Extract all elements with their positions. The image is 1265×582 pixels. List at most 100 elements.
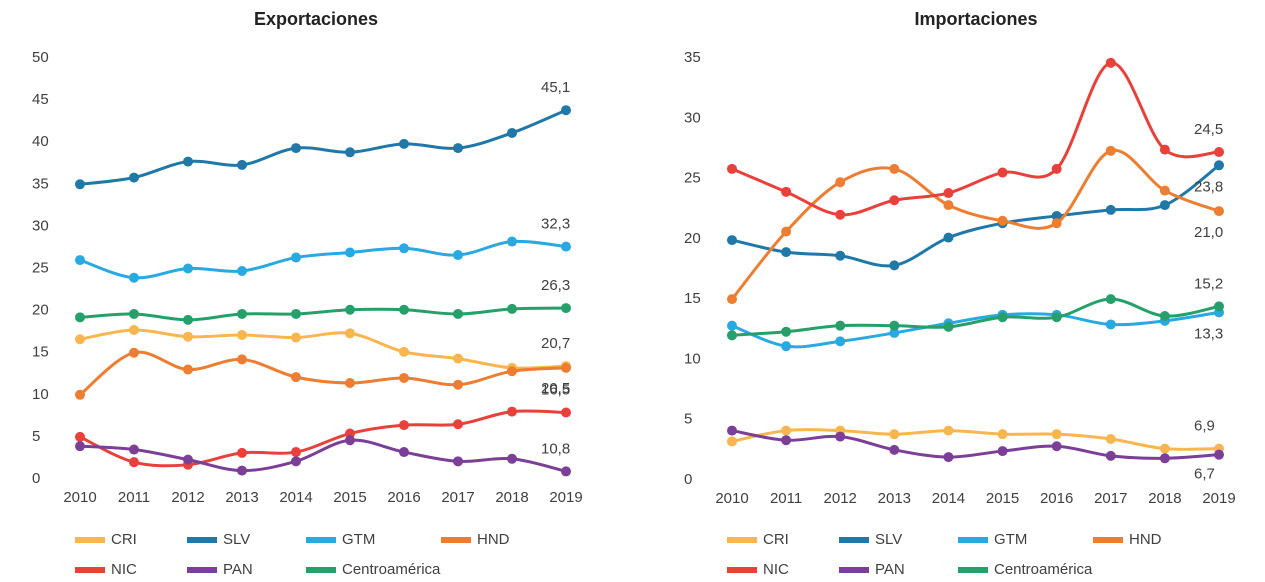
y-tick-label: 10 — [32, 386, 49, 403]
point — [561, 105, 571, 116]
point — [399, 304, 409, 315]
series-line — [731, 310, 1220, 349]
y-tick-label: 50 — [32, 49, 49, 66]
point — [75, 441, 85, 452]
legend-label: CRI — [763, 531, 789, 548]
point — [75, 312, 85, 323]
point — [345, 147, 355, 158]
point — [345, 435, 355, 446]
y-tick-label: 5 — [32, 428, 40, 445]
point — [129, 457, 139, 468]
point — [291, 447, 301, 458]
y-tick-label: 15 — [32, 344, 49, 361]
point — [237, 354, 247, 365]
legend-swatch — [958, 567, 988, 573]
point — [889, 260, 900, 271]
point — [291, 308, 301, 319]
legend-label: GTM — [342, 531, 375, 548]
point — [129, 308, 139, 319]
legend-label: PAN — [223, 561, 253, 578]
x-tick-label: 2013 — [878, 490, 911, 507]
series-line — [79, 108, 567, 186]
x-tick-label: 2014 — [932, 490, 965, 507]
x-tick-label: 2016 — [1040, 490, 1073, 507]
point — [453, 250, 463, 261]
end-label: 21,0 — [1194, 224, 1223, 241]
series-line — [731, 297, 1220, 337]
point — [1105, 319, 1116, 330]
legend-label: Centroamérica — [342, 561, 441, 578]
point — [835, 431, 846, 442]
point — [1105, 450, 1116, 461]
legend-label: Centroamérica — [994, 561, 1093, 578]
point — [727, 320, 737, 331]
series-line — [730, 148, 1220, 301]
end-label: 32,3 — [541, 216, 570, 233]
point — [507, 236, 517, 247]
point — [889, 327, 900, 338]
point — [399, 447, 409, 458]
point — [345, 328, 355, 339]
end-label: 6,7 — [1194, 466, 1215, 483]
point — [291, 252, 301, 263]
legend-swatch — [839, 537, 869, 543]
x-tick-label: 2015 — [333, 489, 366, 506]
point — [561, 241, 571, 252]
legend-swatch — [727, 567, 757, 573]
point — [1159, 311, 1170, 322]
legend-label: SLV — [875, 531, 902, 548]
point — [943, 321, 954, 332]
point — [1159, 144, 1170, 155]
point — [237, 465, 247, 476]
y-tick-label: 5 — [684, 411, 692, 428]
x-tick-label: 2017 — [441, 489, 474, 506]
point — [1214, 147, 1224, 158]
series-line — [79, 328, 567, 370]
point — [1159, 200, 1170, 211]
point — [1105, 204, 1116, 215]
point — [291, 143, 301, 154]
series-line — [79, 306, 567, 322]
point — [1051, 218, 1062, 229]
chart-title: Importaciones — [914, 9, 1037, 29]
point — [781, 226, 792, 237]
point — [507, 453, 517, 464]
end-label: 45,1 — [541, 79, 570, 96]
y-tick-label: 0 — [684, 471, 692, 488]
legend-label: NIC — [111, 561, 137, 578]
point — [781, 186, 792, 197]
point — [345, 304, 355, 315]
point — [183, 314, 193, 325]
point — [835, 177, 846, 188]
point — [237, 330, 247, 341]
point — [75, 255, 85, 266]
end-label: 20,7 — [541, 335, 570, 352]
x-tick-label: 2010 — [63, 489, 96, 506]
series-line — [79, 409, 567, 468]
legend-label: HND — [477, 531, 510, 548]
x-tick-label: 2018 — [1148, 490, 1181, 507]
point — [237, 159, 247, 170]
end-label: 23,8 — [1194, 178, 1223, 195]
end-label: 6,9 — [1194, 418, 1215, 435]
point — [291, 332, 301, 343]
point — [129, 444, 139, 455]
point — [781, 425, 792, 436]
point — [561, 466, 571, 477]
point — [1051, 210, 1062, 221]
point — [727, 294, 737, 305]
point — [1105, 434, 1116, 445]
point — [1105, 294, 1116, 305]
point — [453, 308, 463, 319]
point — [943, 425, 954, 436]
y-tick-label: 15 — [684, 290, 701, 307]
x-tick-label: 2012 — [171, 489, 204, 506]
x-tick-label: 2013 — [225, 489, 258, 506]
point — [399, 346, 409, 357]
legend-swatch — [75, 567, 105, 573]
x-tick-label: 2012 — [824, 490, 857, 507]
y-tick-label: 45 — [32, 91, 49, 108]
point — [1051, 163, 1062, 174]
legend-label: PAN — [875, 561, 905, 578]
point — [781, 341, 792, 352]
